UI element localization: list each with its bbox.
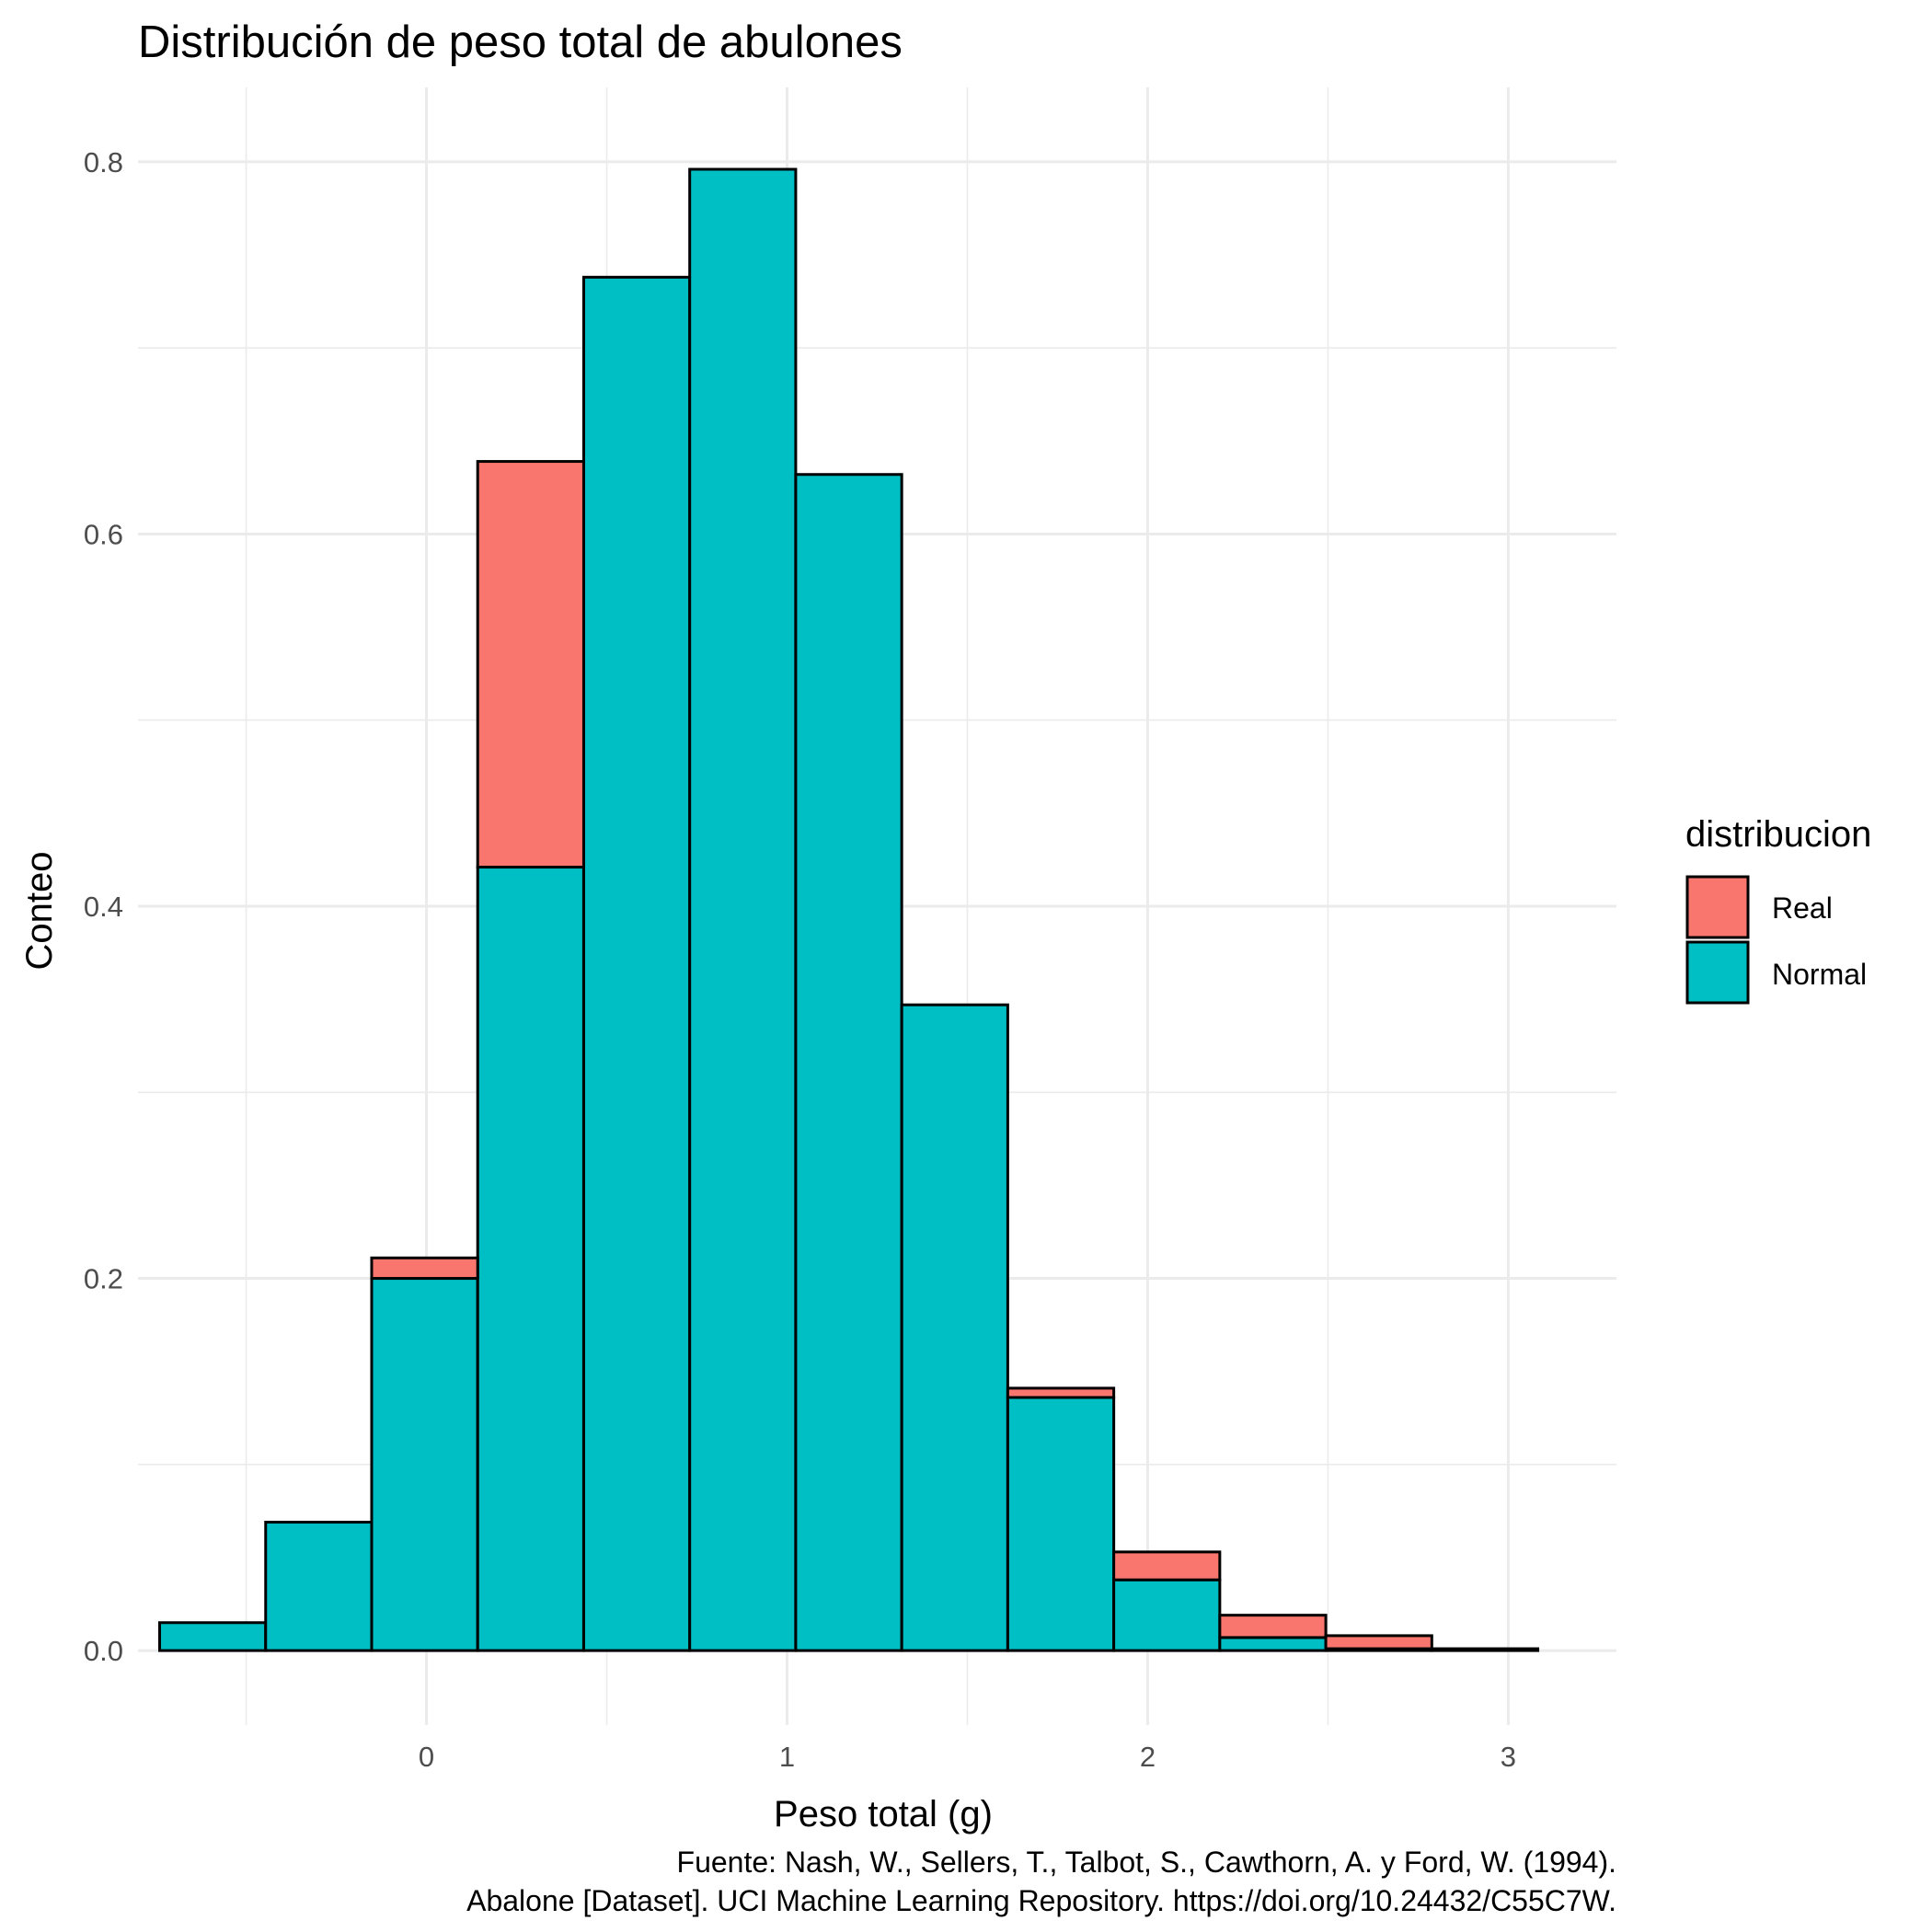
bar-normal — [688, 167, 798, 1652]
y-tick-label: 0.6 — [84, 518, 123, 550]
caption-line-2: Abalone [Dataset]. UCI Machine Learning … — [466, 1884, 1616, 1917]
legend: distribucion Real Normal — [1685, 814, 1871, 1005]
bar-normal — [1006, 1396, 1116, 1652]
bar-real — [1218, 1614, 1328, 1639]
tick-labels: 0 1 2 3 0.0 0.2 0.4 0.6 0.8 — [84, 146, 1516, 1773]
bar-normal — [794, 473, 903, 1652]
y-tick-label: 0.0 — [84, 1635, 123, 1667]
y-axis-title: Conteo — [19, 852, 60, 971]
bar-real — [1112, 1550, 1222, 1581]
caption-line-1: Fuente: Nash, W., Sellers, T., Talbot, S… — [677, 1846, 1616, 1879]
legend-key-normal — [1685, 940, 1750, 1005]
bar-normal — [900, 1003, 1009, 1652]
x-tick-label: 0 — [419, 1741, 434, 1773]
bars — [158, 167, 1540, 1652]
bar-real — [1430, 1647, 1540, 1652]
bar-real — [476, 460, 585, 869]
y-tick-label: 0.8 — [84, 146, 123, 178]
bar-real — [370, 1256, 479, 1281]
legend-key-real — [1685, 875, 1750, 939]
bar-normal — [370, 1277, 479, 1652]
bar-normal — [264, 1521, 374, 1652]
bar-normal — [158, 1621, 268, 1652]
legend-label-real: Real — [1772, 891, 1833, 925]
chart-title: Distribución de peso total de abulones — [138, 17, 903, 67]
legend-label-normal: Normal — [1772, 958, 1867, 991]
bar-normal — [476, 866, 585, 1652]
x-tick-label: 2 — [1140, 1741, 1156, 1773]
y-tick-label: 0.4 — [84, 891, 123, 923]
legend-title: distribucion — [1685, 814, 1871, 855]
bar-normal — [1112, 1578, 1222, 1652]
x-tick-label: 1 — [779, 1741, 795, 1773]
bar-real — [1006, 1386, 1116, 1399]
y-tick-label: 0.2 — [84, 1263, 123, 1295]
x-tick-label: 3 — [1501, 1741, 1516, 1773]
bar-normal — [1218, 1636, 1328, 1652]
x-axis-title: Peso total (g) — [774, 1794, 993, 1834]
bar-real — [1324, 1634, 1433, 1650]
bar-normal — [581, 275, 692, 1652]
